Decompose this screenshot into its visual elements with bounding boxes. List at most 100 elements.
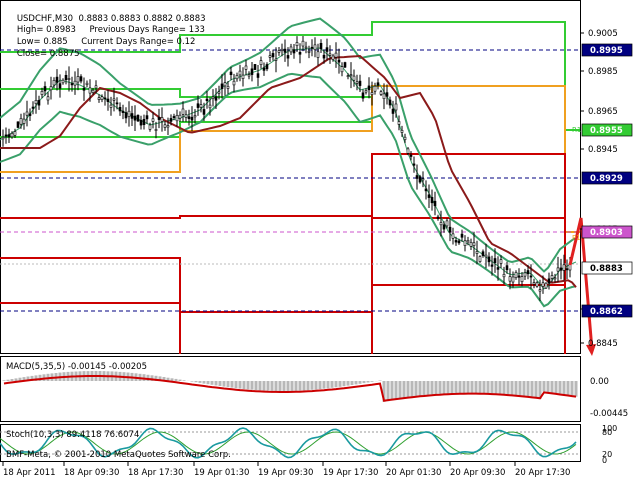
stoch-label: Stoch(10,3,3) 89.4118 76.6074 xyxy=(6,430,139,440)
macd-bar xyxy=(535,381,538,398)
price-badge-text: 0.8862 xyxy=(590,307,623,317)
candle-body xyxy=(62,80,64,83)
pivot-line xyxy=(0,89,372,97)
macd-bar xyxy=(235,381,238,388)
macd-bar xyxy=(367,381,370,383)
candle-body xyxy=(554,278,556,279)
candle-body xyxy=(383,94,385,99)
macd-bar xyxy=(199,381,202,383)
candle-body xyxy=(50,87,52,90)
candle-body xyxy=(266,65,268,69)
candle-body xyxy=(296,43,298,46)
macd-bar xyxy=(183,380,186,381)
candle-body xyxy=(113,99,115,100)
candle-body xyxy=(392,109,394,113)
candle-body xyxy=(167,126,169,127)
candle-body xyxy=(422,179,424,180)
macd-bar xyxy=(391,381,394,401)
candle-body xyxy=(263,68,265,71)
candle-body xyxy=(230,72,232,75)
macd-bar xyxy=(455,381,458,393)
macd-bar xyxy=(435,381,438,395)
candle-body xyxy=(344,63,346,68)
candle-body xyxy=(71,84,73,85)
macd-histogram xyxy=(3,371,578,402)
candle-body xyxy=(536,283,538,286)
macd-bar xyxy=(471,381,474,393)
candle-body xyxy=(332,56,334,60)
price-badge-text: 0.8929 xyxy=(590,174,623,184)
candle-body xyxy=(191,117,193,120)
candle-body xyxy=(302,41,304,46)
macd-bar xyxy=(555,381,558,393)
macd-bar xyxy=(411,381,414,398)
candle-body xyxy=(203,109,205,114)
macd-bar xyxy=(483,381,486,393)
candle-body xyxy=(272,53,274,57)
candle-body xyxy=(368,86,370,90)
candle-body xyxy=(185,115,187,118)
macd-bar xyxy=(239,381,242,389)
pivot-levels xyxy=(0,22,580,354)
candle-body xyxy=(278,51,280,53)
candle-body xyxy=(398,122,400,125)
macd-label: MACD(5,35,5) -0.00145 -0.00205 xyxy=(6,362,147,372)
candle-body xyxy=(47,97,49,100)
price-badge-text: 0.8903 xyxy=(590,228,623,238)
candle-body xyxy=(350,75,352,76)
candle-body xyxy=(260,61,262,65)
time-tick-label: 20 Apr 09:30 xyxy=(450,468,505,478)
macd-bar xyxy=(495,381,498,394)
time-tick-label: 19 Apr 17:30 xyxy=(323,468,378,478)
candle-body xyxy=(320,43,322,49)
candle-body xyxy=(128,111,130,116)
candle-body xyxy=(356,82,358,84)
time-tick-label: 18 Apr 09:30 xyxy=(64,468,119,478)
candle-body xyxy=(341,67,343,72)
candle-body xyxy=(335,53,337,57)
bollinger-lower xyxy=(0,74,576,306)
candle-body xyxy=(83,88,85,90)
candle-body xyxy=(254,64,256,69)
candle-body xyxy=(236,75,238,78)
macd-bar xyxy=(303,381,306,390)
candle-body xyxy=(491,265,493,267)
axis-tick-label: 0.8945 xyxy=(588,145,618,155)
candle-body xyxy=(125,113,127,119)
candle-body xyxy=(311,47,313,48)
macd-bar xyxy=(551,381,554,393)
candle-body xyxy=(134,116,136,120)
macd-bar xyxy=(571,381,574,396)
candle-body xyxy=(428,195,430,198)
candle-body xyxy=(176,115,178,121)
candle-body xyxy=(437,217,439,219)
candle-body xyxy=(284,49,286,52)
macd-bar xyxy=(503,381,506,395)
candle-body xyxy=(110,105,112,107)
macd-bar xyxy=(527,381,530,397)
candle-body xyxy=(506,266,508,270)
macd-bar xyxy=(547,381,550,392)
candle-body xyxy=(305,47,307,48)
candle-body xyxy=(257,74,259,78)
time-tick-label: 18 Apr 17:30 xyxy=(128,468,183,478)
candle-body xyxy=(464,241,466,246)
macd-bar xyxy=(379,381,382,382)
candle-body xyxy=(224,83,226,86)
candle-body xyxy=(152,119,154,122)
candle-body xyxy=(473,243,475,246)
macd-bar xyxy=(243,381,246,389)
macd-bar xyxy=(459,381,462,393)
candle-body xyxy=(14,132,16,136)
candle-body xyxy=(155,129,157,130)
candle-body xyxy=(374,86,376,91)
axis-tick-label: 0.8845 xyxy=(588,339,618,349)
macd-bar xyxy=(11,379,14,381)
cur-range-value: Current Days Range= 0.12 xyxy=(81,37,195,47)
candle-body xyxy=(101,97,103,100)
candle-body xyxy=(569,264,571,270)
candle-body xyxy=(449,227,451,232)
candle-body xyxy=(80,77,82,82)
